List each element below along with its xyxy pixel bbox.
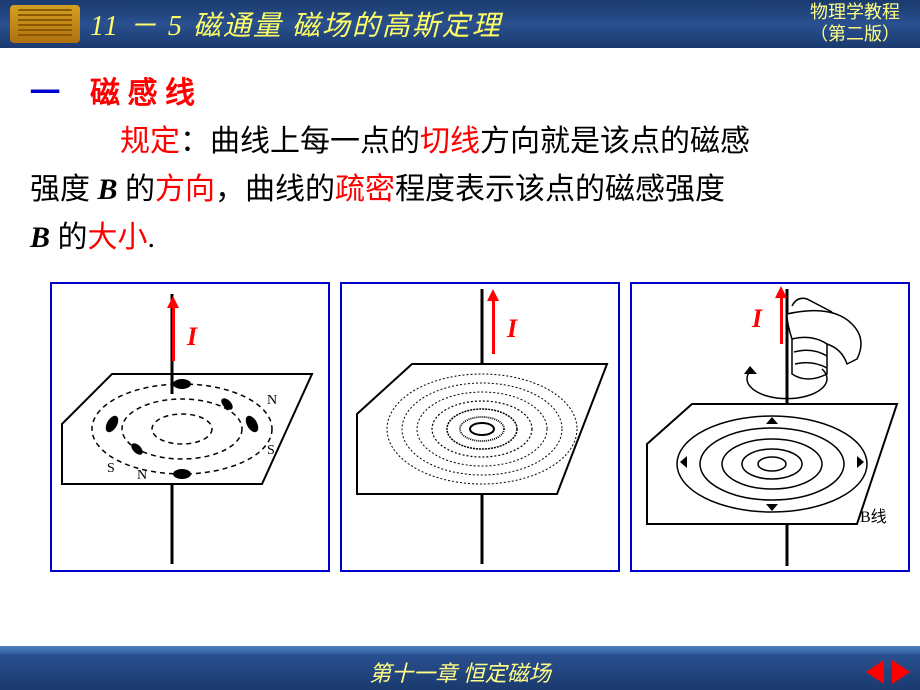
body-t8: ，曲线的 [215,173,335,206]
body-t1: 规定 [120,125,180,158]
body-t3: 切线 [420,125,480,158]
current-arrow-3 [780,296,783,344]
body-var2: B [30,221,50,254]
current-label-1: I [187,322,197,352]
body-t2: ：曲线上每一点的 [180,125,420,158]
body-t5: 强度 [30,173,98,206]
figure-3-right-hand: I [630,282,910,572]
footer-text: 第十一章 恒定磁场 [369,656,551,688]
body-paragraph: 规定：曲线上每一点的切线方向就是该点的磁感 强度 B 的方向，曲线的疏密程度表示… [30,118,890,262]
svg-text:S: S [107,461,115,476]
current-arrow-2 [492,299,495,354]
current-label-3: I [752,304,762,334]
header-book-info: 物理学教程 （第二版） [810,2,920,45]
body-var1: B [98,173,118,206]
nav-buttons [866,660,910,684]
prev-button[interactable] [866,660,884,684]
book-edition: （第二版） [810,24,900,46]
svg-text:N: N [137,468,147,483]
body-t6: 的 [118,173,156,206]
svg-text:N: N [267,393,277,408]
svg-text:B线: B线 [860,508,887,526]
body-t13: . [148,221,156,254]
figure-3-svg: B线 [632,284,908,570]
next-button[interactable] [892,660,910,684]
header-logo [10,5,80,43]
body-t10: 程度表示该点的磁感强度 [395,173,725,206]
header-title: 11 － 5 磁通量 磁场的高斯定理 [90,4,810,44]
section-title: 磁 感 线 [90,77,195,110]
book-name: 物理学教程 [810,2,900,24]
current-label-2: I [507,314,517,344]
body-t11: 的 [50,221,88,254]
body-t4: 方向就是该点的磁感 [480,125,750,158]
body-t12: 大小 [88,221,148,254]
figures-row: I N S S N [30,282,890,572]
current-arrow-1 [172,306,175,361]
section-number: 一 [30,77,60,110]
section-heading: 一 磁 感 线 [30,68,890,112]
body-t7: 方向 [155,173,215,206]
body-t9: 疏密 [335,173,395,206]
figure-1-compass-circles: I N S S N [50,282,330,572]
svg-text:S: S [267,443,275,458]
slide-header: 11 － 5 磁通量 磁场的高斯定理 物理学教程 （第二版） [0,0,920,48]
figure-2-iron-filings: I [340,282,620,572]
footer-stripe [0,646,920,654]
slide-footer: 第十一章 恒定磁场 [0,654,920,690]
slide-content: 一 磁 感 线 规定：曲线上每一点的切线方向就是该点的磁感 强度 B 的方向，曲… [0,48,920,582]
figure-2-svg [342,284,618,570]
